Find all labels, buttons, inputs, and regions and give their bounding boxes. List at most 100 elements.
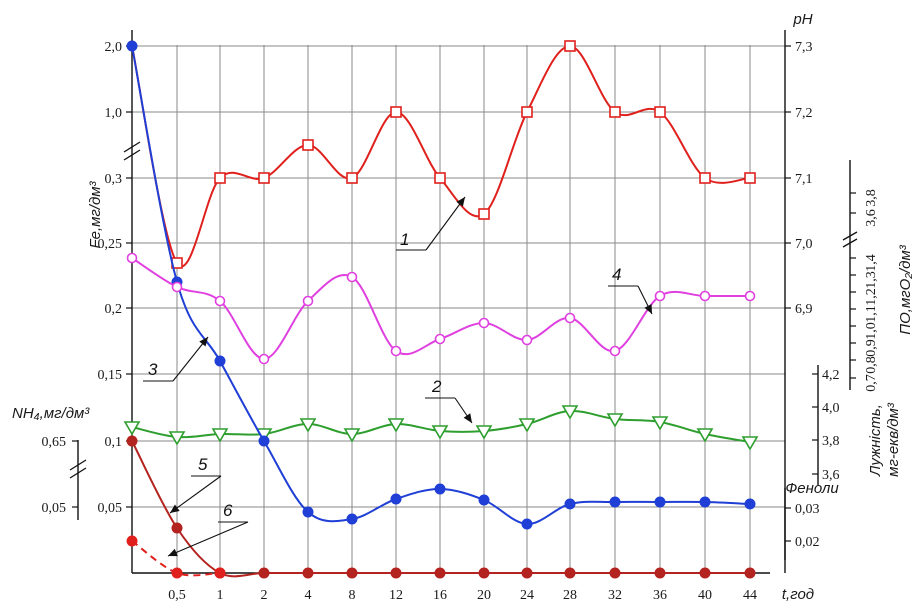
callout-label-3: 3 (148, 360, 158, 379)
x-tick-label: 0,5 (168, 588, 186, 603)
series-2-point (211, 428, 229, 443)
series-4-point (346, 271, 358, 283)
po-tick-label: 1,4 (864, 254, 879, 272)
x-axis-label: t,год (782, 586, 814, 603)
callout-label-4: 4 (612, 265, 621, 284)
series-6-point (126, 535, 138, 547)
series-4-point (258, 353, 270, 365)
po-axis-label: ПО,мгО₂/дм³ (897, 244, 914, 335)
series-1-point (258, 172, 270, 184)
phenols-tick-label: 0,03 (795, 502, 820, 517)
callout-arrowhead (463, 413, 472, 423)
callout-label-1: 1 (400, 230, 409, 249)
series-2-point (475, 425, 493, 440)
series-4-line (131, 257, 750, 361)
series-4-point (521, 334, 533, 346)
fe-tick-label: 2,0 (105, 40, 123, 55)
series-5-point (654, 567, 666, 579)
fe-tick-label: 0,1 (105, 435, 123, 450)
series-1-point (434, 172, 446, 184)
ph-tick-label: 6,9 (795, 302, 813, 317)
series-layer (123, 40, 759, 579)
series-4-point (654, 290, 666, 302)
x-tick-label: 40 (698, 588, 712, 603)
x-tick-label: 16 (433, 588, 447, 603)
series-2-point (696, 428, 714, 443)
series-5-point (126, 435, 138, 447)
nh4-tick-label: 0,05 (42, 501, 67, 516)
ph-tick-label: 7,1 (795, 172, 813, 187)
series-4-point (564, 312, 576, 324)
series-4-point (126, 252, 138, 264)
po-tick-label: 1,1 (864, 305, 879, 323)
x-tick-label: 32 (608, 588, 622, 603)
fe-tick-label: 0,3 (105, 172, 123, 187)
series-3-point (699, 496, 711, 508)
series-5-point (390, 567, 402, 579)
fe-tick-label: 0,25 (98, 237, 123, 252)
series-2-point (518, 418, 536, 433)
hardness-tick-label: 4,0 (822, 401, 840, 416)
series-3-point (478, 494, 490, 506)
hardness-tick-label: 3,8 (822, 434, 840, 449)
series-1-point (214, 172, 226, 184)
series-5-point (171, 522, 183, 534)
po-tick-label: 1,0 (864, 322, 879, 340)
fe-tick-label: 0,2 (105, 302, 123, 317)
fe-tick-label: 0,05 (98, 501, 123, 516)
grid (132, 45, 785, 573)
series-3-point (258, 435, 270, 447)
series-2-point (741, 436, 759, 451)
callout-label-2: 2 (431, 377, 442, 396)
axis-break-fe (123, 141, 141, 161)
series-1-point (699, 172, 711, 184)
series-4-point (171, 281, 183, 293)
callout-arrowhead (170, 504, 180, 513)
series-5-point (699, 567, 711, 579)
series-4-point (434, 333, 446, 345)
x-tick-label: 28 (563, 588, 577, 603)
callout-arrowhead (644, 304, 652, 314)
hardness-tick-label: 4,2 (822, 368, 840, 383)
x-tick-label: 24 (520, 588, 534, 603)
x-tick-label: 12 (389, 588, 403, 603)
hardness-axis-label: Лужність,мг-екв/дм³ (867, 402, 902, 477)
axis-break-po (842, 231, 858, 248)
nh4-tick-label: 0,65 (42, 435, 67, 450)
series-4-point (390, 345, 402, 357)
series-3-point (126, 40, 138, 52)
series-2-point (168, 431, 186, 446)
callout-leader (169, 475, 222, 514)
callout-leader (167, 521, 249, 557)
ph-tick-label: 7,2 (795, 106, 813, 121)
series-4-point (699, 290, 711, 302)
series-2-point (561, 405, 579, 420)
series-4-point (609, 345, 621, 357)
series-2-point (431, 425, 449, 440)
po-tick-label: 1,2 (864, 288, 879, 306)
series-1-point (302, 139, 314, 151)
series-4-point (744, 290, 756, 302)
x-tick-label: 4 (305, 588, 312, 603)
po-tick-label: 3,6 (864, 209, 879, 227)
series-3-point (654, 496, 666, 508)
series-4-point (214, 295, 226, 307)
hardness-axis-label-line2: мг-екв/дм³ (885, 402, 902, 477)
series-5-point (258, 567, 270, 579)
po-tick-label: 0,8 (864, 356, 879, 374)
series-5-point (564, 567, 576, 579)
callout-arrowhead (199, 337, 208, 347)
series-2-point (299, 418, 317, 433)
phenols-axis-label: Феноли (785, 480, 839, 497)
series-1-point (521, 106, 533, 118)
series-2-point (343, 428, 361, 443)
hardness-tick-label: 3,6 (822, 468, 840, 483)
callout-arrowhead (456, 197, 465, 207)
ph-tick-label: 7,0 (795, 237, 813, 252)
series-3-point (214, 355, 226, 367)
series-6-point (214, 567, 226, 579)
series-1-point (654, 106, 666, 118)
series-5-point (609, 567, 621, 579)
series-5-point (346, 567, 358, 579)
